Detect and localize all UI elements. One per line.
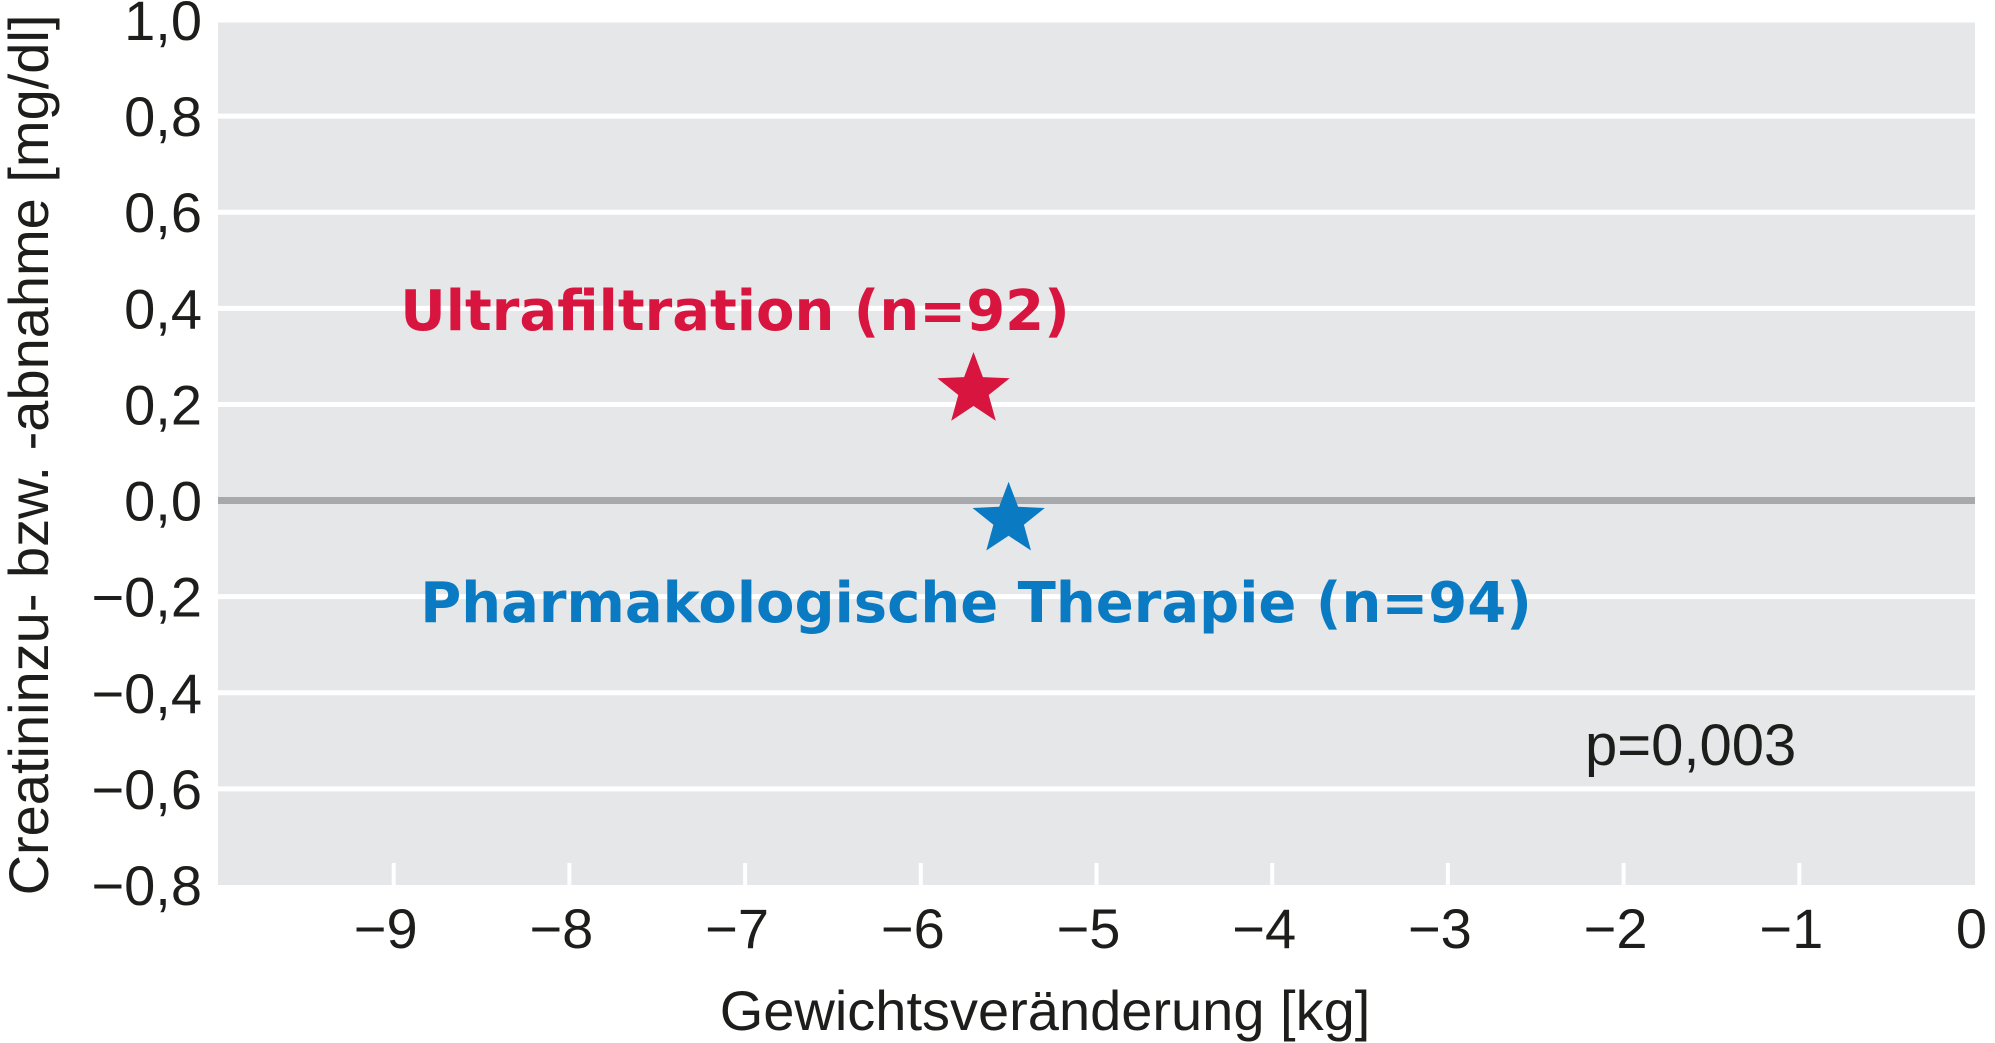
plot-background xyxy=(218,20,1975,885)
y-tick-label: −0,4 xyxy=(91,662,202,725)
x-tick-label: −3 xyxy=(1408,897,1472,960)
series-label: Ultrafiltration (n=92) xyxy=(400,279,1069,344)
y-tick-label: 0,8 xyxy=(124,85,202,148)
x-tick-label: −2 xyxy=(1584,897,1648,960)
p-value-annotation: p=0,003 xyxy=(1585,713,1796,778)
y-tick-label: −0,6 xyxy=(91,758,202,821)
grid-lines xyxy=(218,17,1975,792)
y-tick-label: 0,6 xyxy=(124,181,202,244)
data-points xyxy=(937,352,1045,551)
y-tick-label: 0,2 xyxy=(124,373,202,436)
series-labels: Ultrafiltration (n=92) Pharmakologische T… xyxy=(400,279,1532,636)
y-tick-label: −0,8 xyxy=(91,854,202,917)
x-tick-label: 0 xyxy=(1956,897,1987,960)
y-tick-label: 1,0 xyxy=(124,0,202,52)
x-axis-label: Gewichtsveränderung [kg] xyxy=(720,979,1371,1042)
series-label: Pharmakologische Therapie (n=94) xyxy=(420,571,1532,636)
x-tick-label: −9 xyxy=(354,897,418,960)
star-marker-ultrafiltration xyxy=(937,352,1010,421)
y-tick-label: 0,4 xyxy=(124,277,202,340)
x-tick-label: −1 xyxy=(1759,897,1823,960)
x-axis-tick-labels: −9 −8 −7 −6 −5 −4 −3 −2 −1 0 xyxy=(354,897,1987,960)
x-tick-label: −4 xyxy=(1232,897,1296,960)
x-tick-label: −8 xyxy=(529,897,593,960)
x-tick-label: −7 xyxy=(705,897,769,960)
y-axis-label: Creatininzu- bzw. -abnahme [mg/dl] xyxy=(0,15,60,896)
star-marker-pharmakologische-therapie xyxy=(972,481,1045,551)
x-tick-label: −5 xyxy=(1057,897,1121,960)
x-tick-label: −6 xyxy=(881,897,945,960)
x-axis-ticks xyxy=(391,863,1802,885)
y-tick-label: −0,2 xyxy=(91,566,202,629)
y-axis-tick-labels: 1,0 0,8 0,6 0,4 0,2 0,0 −0,2 −0,4 −0,6 −0,8 xyxy=(91,0,202,917)
y-tick-label: 0,0 xyxy=(124,470,202,533)
